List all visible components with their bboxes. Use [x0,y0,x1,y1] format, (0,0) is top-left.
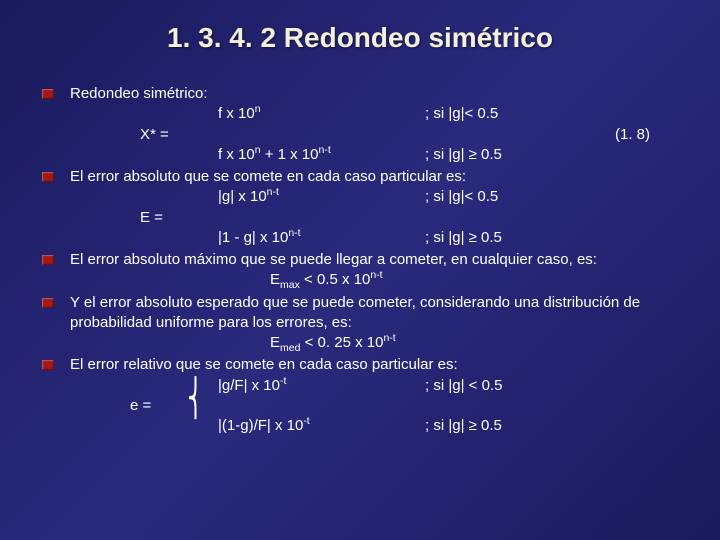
bullet-icon [42,89,54,99]
bullet-icon [42,360,54,370]
case-line: f x 10n + 1 x 10n-t ; si |g| ≥ 0.5 [70,145,690,165]
var-line: X* = (1. 8) [70,125,690,145]
list-item: Y el error absoluto esperado que se pued… [42,293,690,354]
item-lead: Y el error absoluto esperado que se pued… [70,293,690,334]
var-line: E = [70,208,690,228]
case-line: |g/F| x 10-t ; si |g| < 0.5 [70,376,690,396]
bullet-icon [42,172,54,182]
bullet-icon [42,255,54,265]
var-line: e = ⎨ [70,396,690,416]
item-lead: El error relativo que se comete en cada … [70,355,690,375]
equation-number: (1. 8) [615,125,650,145]
bullet-icon [42,298,54,308]
case-line: |1 - g| x 10n-t ; si |g| ≥ 0.5 [70,228,690,248]
case-line: |(1-g)/F| x 10-t ; si |g| ≥ 0.5 [70,416,690,436]
list-item: El error absoluto máximo que se puede ll… [42,250,690,291]
item-lead: El error absoluto máximo que se puede ll… [70,250,690,270]
center-formula: Emed < 0. 25 x 10n-t [70,333,690,353]
case-line: f x 10n ; si |g|< 0.5 [70,104,690,124]
list-item: El error relativo que se comete en cada … [42,355,690,436]
slide-title: 1. 3. 4. 2 Redondeo simétrico [0,0,720,84]
center-formula: Emax < 0.5 x 10n-t [70,270,690,290]
item-lead: El error absoluto que se comete en cada … [70,167,690,187]
case-line: |g| x 10n-t ; si |g|< 0.5 [70,187,690,207]
item-lead: Redondeo simétrico: [70,84,690,104]
list-item: Redondeo simétrico: f x 10n ; si |g|< 0.… [42,84,690,165]
list-item: El error absoluto que se comete en cada … [42,167,690,248]
slide-content: Redondeo simétrico: f x 10n ; si |g|< 0.… [0,84,720,436]
brace-icon: ⎨ [187,388,203,410]
